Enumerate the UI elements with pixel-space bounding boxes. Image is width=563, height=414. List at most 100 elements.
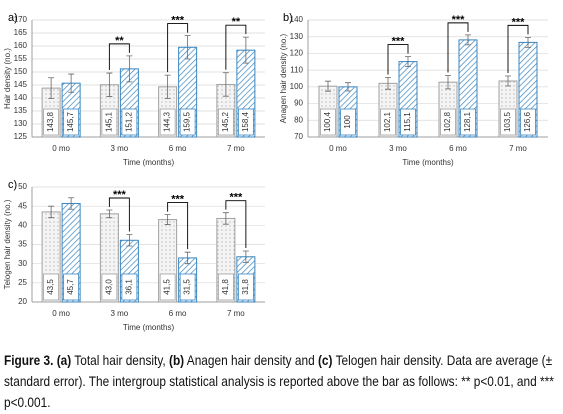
value-label-box	[400, 108, 416, 136]
error-bar	[505, 75, 511, 87]
y-tick-label: 160	[14, 41, 28, 50]
significance-label: **	[232, 16, 241, 28]
significance-bracket	[167, 23, 189, 73]
x-tick-label: 7 mo	[509, 144, 527, 153]
error-bar	[525, 36, 531, 48]
error-bar	[222, 72, 229, 97]
value-label: 151,2	[124, 111, 133, 132]
value-label-box	[101, 108, 118, 136]
value-label: 36,1	[124, 279, 133, 295]
value-label-box	[121, 108, 138, 136]
error-bar	[445, 75, 451, 90]
value-label: 145,2	[221, 111, 230, 132]
y-tick-label: 140	[14, 93, 28, 102]
y-tick-label: 125	[14, 132, 28, 141]
value-label: 143,8	[46, 111, 55, 132]
value-label-box	[500, 108, 516, 136]
value-label: 31,5	[183, 279, 192, 295]
value-label: 100	[343, 115, 352, 129]
error-bar	[184, 251, 191, 265]
significance-bracket	[507, 24, 529, 73]
x-tick-label: 3 mo	[110, 309, 128, 318]
value-label-box	[121, 273, 138, 301]
caption-segment: Anagen hair density and	[186, 352, 315, 368]
caption-segment: Telogen hair density. Data are average (…	[4, 352, 554, 410]
value-label-box	[217, 108, 234, 136]
y-tick-label: 150	[14, 67, 28, 76]
panel-label: c)	[8, 179, 17, 191]
value-label-box	[460, 108, 476, 136]
significance-label: ***	[229, 192, 243, 204]
x-axis-title: Time (months)	[123, 323, 175, 332]
value-label: 102,8	[443, 111, 452, 132]
x-tick-label: 0 mo	[52, 144, 70, 153]
value-label-box	[440, 108, 456, 136]
error-bar	[68, 73, 75, 93]
value-label: 158,4	[241, 111, 250, 132]
y-tick-label: 90	[294, 99, 303, 108]
error-bar	[48, 205, 55, 219]
value-label: 43,0	[104, 279, 113, 295]
value-label: 43,5	[46, 279, 55, 295]
value-label-box	[237, 108, 254, 136]
value-label-box	[320, 108, 336, 136]
error-bar	[106, 209, 113, 219]
error-bar	[325, 80, 331, 92]
caption-segment: Figure 3. (a)	[4, 352, 72, 368]
value-label-box	[520, 108, 536, 136]
value-label-box	[63, 273, 80, 301]
value-label: 31,8	[241, 279, 250, 295]
caption-segment: (b)	[168, 352, 185, 368]
x-tick-label: 3 mo	[110, 144, 128, 153]
value-label-box	[340, 108, 356, 136]
value-label: 41,5	[163, 279, 172, 295]
panel-label: a)	[8, 12, 18, 24]
error-bar	[164, 74, 171, 99]
y-tick-label: 100	[290, 82, 304, 91]
error-bar	[184, 35, 191, 60]
value-label-box	[43, 273, 60, 301]
y-tick-label: 45	[18, 201, 27, 210]
error-bar	[222, 212, 229, 225]
caption-segment: (c)	[317, 352, 333, 368]
value-label-box	[217, 273, 234, 301]
y-tick-label: 130	[14, 119, 28, 128]
value-label-box	[63, 108, 80, 136]
value-label-box	[159, 273, 176, 301]
significance-bracket	[387, 44, 409, 75]
y-axis-title: Anagen hair density (no.)	[279, 33, 288, 123]
y-tick-label: 165	[14, 28, 28, 37]
x-tick-label: 7 mo	[227, 309, 245, 318]
error-bar	[106, 72, 113, 97]
x-tick-label: 0 mo	[329, 144, 347, 153]
significance-label: ***	[113, 189, 127, 201]
significance-label: ***	[392, 36, 406, 48]
error-bar	[242, 250, 249, 263]
x-tick-label: 6 mo	[169, 144, 187, 153]
error-bar	[126, 55, 133, 83]
value-label: 144,3	[163, 111, 172, 132]
significance-bracket	[447, 22, 469, 73]
y-tick-label: 140	[290, 15, 304, 24]
significance-label: ***	[452, 14, 466, 26]
error-bar	[242, 36, 249, 64]
value-label-box	[380, 108, 396, 136]
significance-label: ***	[171, 194, 185, 206]
error-bar	[48, 77, 55, 99]
value-label: 128,1	[463, 111, 472, 132]
value-label: 115,1	[403, 112, 412, 132]
x-tick-label: 7 mo	[227, 144, 245, 153]
value-label-box	[237, 273, 254, 301]
y-tick-label: 80	[294, 115, 303, 124]
x-axis-title: Time (months)	[402, 158, 454, 167]
significance-bracket	[225, 200, 247, 249]
y-tick-label: 110	[290, 65, 303, 74]
error-bar	[126, 234, 133, 247]
caption-segment: Total hair density,	[74, 352, 166, 368]
significance-label: ***	[171, 15, 185, 27]
y-axis-title: Telogen hair density (no.)	[3, 199, 12, 289]
y-tick-label: 25	[18, 278, 27, 287]
value-label: 100,4	[323, 111, 332, 132]
significance-bracket	[225, 24, 247, 70]
